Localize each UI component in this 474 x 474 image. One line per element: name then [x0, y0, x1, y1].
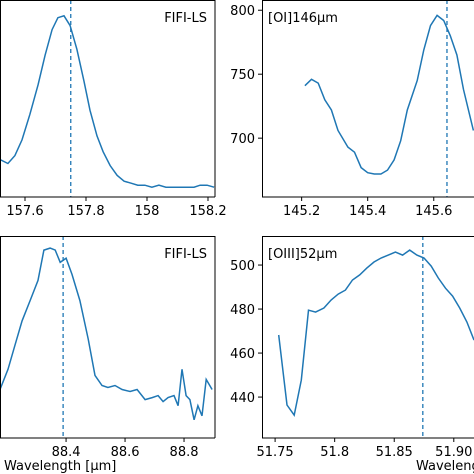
data-line: [277, 249, 474, 417]
plot-area: [0, 236, 213, 438]
annotation: [OI]146μm: [268, 11, 338, 26]
annotation: FIFI-LS: [164, 247, 207, 262]
x-tick-label: 145.6: [415, 204, 452, 219]
x-tick-label: 157.8: [67, 204, 104, 219]
y-tick-label: 500: [230, 259, 255, 274]
x-tick-label: 51.75: [256, 445, 293, 460]
annotation: FIFI-LS: [164, 11, 207, 26]
x-tick-label: 51.8: [320, 445, 349, 460]
x-tick-label: 145.4: [349, 204, 386, 219]
y-tick-label: 480: [230, 303, 255, 318]
y-tick-label: 750: [230, 68, 255, 83]
x-tick-label: 157.6: [6, 204, 43, 219]
x-tick-label: 158: [135, 204, 160, 219]
annotation: [OIII]52μm: [268, 247, 337, 262]
x-tick-label: 88.6: [111, 445, 140, 460]
x-tick-label: 51.85: [376, 445, 413, 460]
plot-area: [304, 0, 474, 197]
y-tick-label: 460: [230, 347, 255, 362]
y-tick-label: 800: [230, 4, 255, 19]
x-tick-label: 88.4: [52, 445, 81, 460]
y-tick-label: 700: [230, 132, 255, 147]
data-line: [0, 14, 215, 188]
x-axis-label: Wavelength [μm]: [4, 459, 116, 474]
plot-area: [0, 0, 215, 197]
data-line: [0, 247, 213, 420]
y-tick-label: 440: [230, 391, 255, 406]
x-tick-label: 51.90: [435, 445, 472, 460]
x-tick-label: 88.8: [170, 445, 199, 460]
x-axis-label: Wavelength [μm]: [416, 459, 474, 474]
x-tick-label: 145.2: [283, 204, 320, 219]
data-line: [304, 14, 474, 175]
plot-area: [277, 236, 474, 438]
x-tick-label: 158.2: [189, 204, 226, 219]
